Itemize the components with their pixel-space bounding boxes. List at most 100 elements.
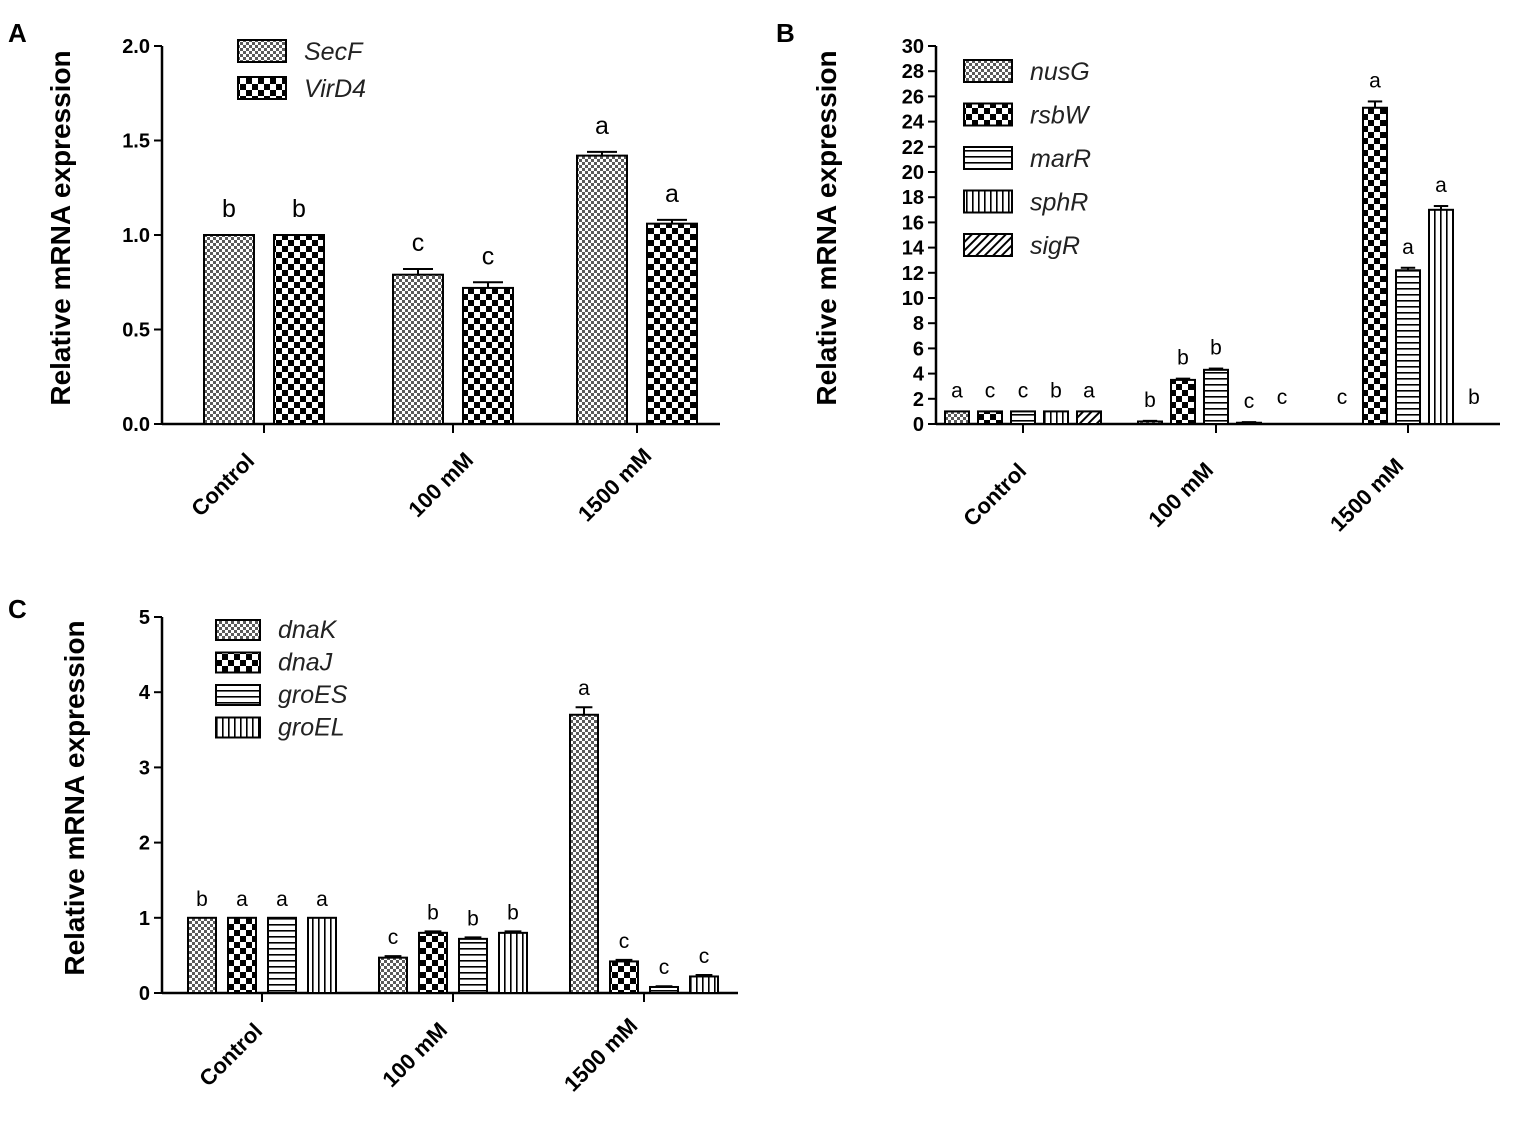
y-tick-label: 1.0 [122,225,150,247]
y-axis-label: Relative mRNA expression [45,50,76,405]
y-tick-label: 4 [913,364,925,386]
y-tick-label: 1 [139,908,150,930]
significance-label: b [1468,386,1480,409]
x-category-label: Control [958,458,1031,531]
x-category-label: 1500 mM [1325,453,1408,536]
x-category-label: 100 mM [403,447,478,522]
significance-label: c [1018,379,1029,402]
y-tick-label: 0.5 [122,320,150,342]
bar-groES-2 [649,985,679,995]
bar-SecF-0 [203,234,255,425]
y-axis-label: Relative mRNA expression [811,50,842,405]
bar-dnaK-1 [378,956,408,995]
y-tick-label: 22 [902,137,924,159]
y-tick-label: 26 [902,86,924,108]
legend-swatch-sigR [963,233,1013,257]
bar-sphR-0 [1043,410,1069,425]
significance-label: c [659,956,670,979]
legend-swatch-VirD4 [237,76,287,100]
legend-label-dnaJ: dnaJ [278,649,333,677]
significance-label: c [619,930,630,953]
y-tick-label: 2 [913,389,924,411]
significance-label: b [222,195,236,223]
significance-label: b [507,901,519,924]
bar-dnaJ-0 [227,916,257,994]
legend-label-sigR: sigR [1030,232,1080,260]
y-tick-label: 24 [902,112,925,134]
bar-sigR-0 [1076,410,1102,425]
y-tick-label: 3 [139,757,150,779]
y-tick-label: 0 [139,983,150,1005]
bar-nusG-1 [1137,420,1163,426]
panel-letter-c: C [8,594,27,624]
y-tick-label: 1.5 [122,131,150,153]
bar-VirD4-0 [273,234,325,425]
x-category-label: Control [194,1018,267,1091]
x-category-label: Control [186,448,259,521]
chart-panel-c: 0 1 2 3 4 5 Relative mRNA expression Control 100… [59,607,738,1096]
bar-groES-1 [458,937,488,995]
bar-VirD4-1 [462,286,514,426]
bar-dnaK-0 [187,916,217,994]
legend-label-dnaK: dnaK [278,616,338,644]
y-tick-label: 20 [902,162,924,184]
legend-swatch-rsbW [963,102,1013,127]
significance-label: a [1369,69,1381,92]
significance-label: a [595,112,609,140]
significance-label: b [292,195,306,223]
y-tick-label: 12 [902,263,924,285]
significance-label: b [1177,347,1189,370]
bar-SecF-1 [392,273,444,425]
x-category-label: 1500 mM [559,1013,642,1096]
legend-label-nusG: nusG [1030,58,1090,86]
y-tick-label: 14 [902,238,925,260]
y-tick-label: 10 [902,288,924,310]
legend-swatch-sphR [963,189,1013,214]
bar-nusG-0 [944,410,970,425]
bar-groEL-2 [689,975,719,994]
legend-label-rsbW: rsbW [1030,102,1091,130]
bar-VirD4-2 [646,222,698,425]
legend-swatch-dnaJ [215,651,261,674]
significance-label: a [665,180,679,208]
y-tick-label: 6 [913,338,924,360]
legend-label-sphR: sphR [1030,189,1088,217]
y-tick-label: 16 [902,212,924,234]
panel-letter-a: A [8,18,27,48]
significance-label: b [196,888,208,911]
bar-rsbW-1 [1170,378,1196,425]
y-tick-label: 30 [902,36,924,58]
bar-groEL-0 [307,916,337,994]
significance-label: c [388,926,399,949]
significance-label: c [1244,390,1255,413]
significance-label: a [951,379,963,402]
significance-label: a [316,888,328,911]
significance-label: a [1435,174,1447,197]
y-tick-label: 2 [139,833,150,855]
significance-label: c [1337,386,1348,409]
legend-label-SecF: SecF [304,38,364,66]
legend-swatch-groES [215,684,261,706]
x-category-label: 100 mM [1143,457,1218,532]
x-category-label: 100 mM [377,1017,452,1092]
legend-swatch-dnaK [215,619,261,641]
significance-label: b [1144,389,1156,412]
significance-label: c [699,945,710,968]
y-tick-label: 8 [913,313,924,335]
legend-swatch-marR [963,146,1013,170]
y-tick-label: 28 [902,61,924,83]
legend-label-VirD4: VirD4 [304,75,366,103]
bar-groES-0 [267,916,297,994]
y-tick-label: 0 [913,414,924,436]
y-tick-label: 2.0 [122,36,150,58]
bar-marR-2 [1395,269,1421,425]
significance-label: a [236,888,248,911]
bar-rsbW-0 [977,410,1003,425]
significance-label: c [985,379,996,402]
significance-label: b [427,901,439,924]
x-category-label: 1500 mM [573,443,656,526]
chart-panel-a: 0.0 0.5 1.0 1.5 2.0 Relative mRNA expression C… [45,36,720,526]
bar-dnaJ-1 [418,931,448,995]
